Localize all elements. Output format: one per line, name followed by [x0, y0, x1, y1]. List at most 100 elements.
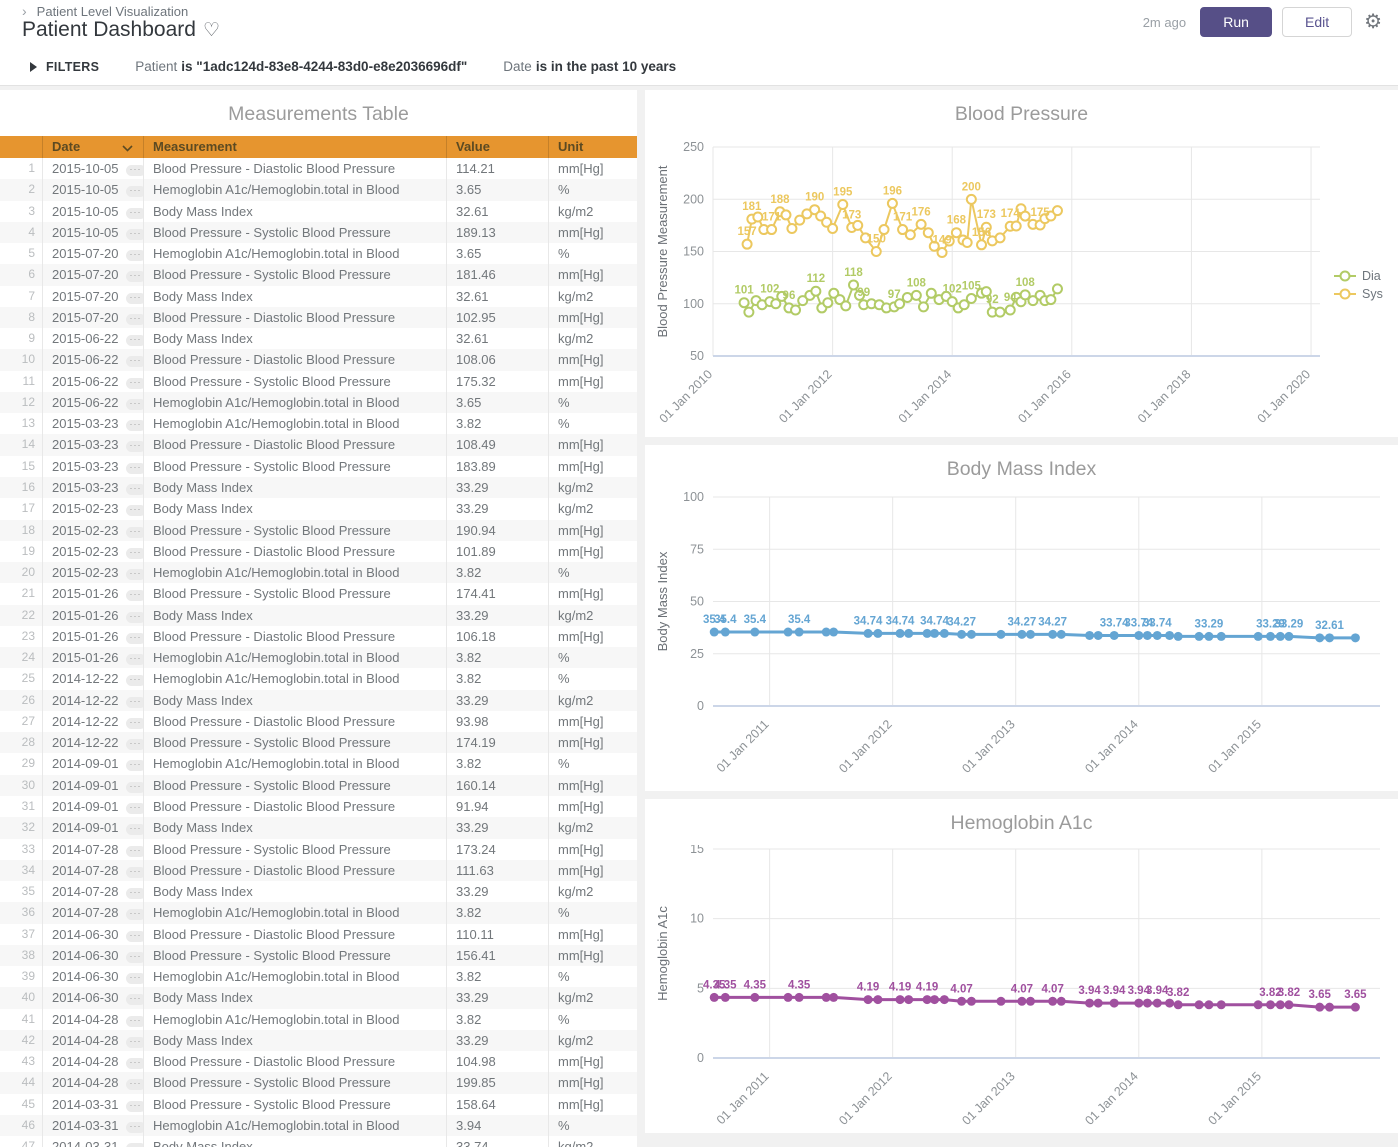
row-menu-button[interactable]: ···: [125, 547, 143, 559]
cell-value: 33.29: [446, 881, 548, 903]
row-menu-button[interactable]: ···: [125, 1015, 143, 1027]
cell-unit: kg/m2: [548, 498, 637, 520]
row-menu-button[interactable]: ···: [125, 611, 143, 623]
cell-measurement: Hemoglobin A1c/Hemoglobin.total in Blood: [143, 966, 446, 988]
row-menu-button[interactable]: ···: [125, 292, 143, 304]
row-menu-button[interactable]: ···: [125, 186, 143, 198]
svg-text:01 Jan 2012: 01 Jan 2012: [836, 717, 895, 776]
row-menu-button[interactable]: ···: [125, 483, 143, 495]
cell-value: 3.82: [446, 647, 548, 669]
column-header-date[interactable]: Date: [42, 136, 143, 158]
row-number: 33: [21, 841, 35, 856]
row-menu-button[interactable]: ···: [125, 420, 143, 432]
row-menu-button[interactable]: ···: [125, 505, 143, 517]
cell-measurement: Blood Pressure - Systolic Blood Pressure: [143, 583, 446, 605]
row-menu-button[interactable]: ···: [125, 165, 143, 176]
row-menu-button[interactable]: ···: [125, 951, 143, 963]
row-menu-button[interactable]: ···: [125, 250, 143, 262]
row-menu-button[interactable]: ···: [125, 1079, 143, 1091]
row-menu-button[interactable]: ···: [125, 1121, 143, 1133]
row-menu-button[interactable]: ···: [125, 207, 143, 219]
cell-date: 2014-03-31···: [42, 1114, 143, 1137]
row-menu-button[interactable]: ···: [125, 590, 143, 602]
row-menu-button[interactable]: ···: [125, 994, 143, 1006]
svg-text:35.4: 35.4: [788, 614, 811, 626]
row-menu-button[interactable]: ···: [125, 696, 143, 708]
row-menu-button[interactable]: ···: [125, 675, 143, 687]
filter-date[interactable]: Date is in the past 10 years: [503, 59, 677, 74]
row-menu-button[interactable]: ···: [125, 526, 143, 538]
cell-measurement: Hemoglobin A1c/Hemoglobin.total in Blood: [143, 562, 446, 584]
row-menu-button[interactable]: ···: [125, 632, 143, 644]
legend-item-sys[interactable]: Sys: [1334, 287, 1383, 301]
column-header-unit[interactable]: Unit: [548, 136, 637, 158]
row-number: 43: [21, 1054, 35, 1069]
row-menu-button[interactable]: ···: [125, 654, 143, 666]
row-menu-button[interactable]: ···: [125, 441, 143, 453]
legend-item-dia[interactable]: Dia: [1334, 269, 1381, 283]
row-menu-button[interactable]: ···: [125, 356, 143, 368]
cell-date: 2015-03-23 ···: [42, 413, 143, 435]
row-number: 38: [21, 947, 35, 962]
cell-measurement: Blood Pressure - Systolic Blood Pressure: [143, 264, 446, 286]
row-menu-button[interactable]: ···: [125, 313, 143, 325]
cell-unit: kg/m2: [548, 817, 637, 839]
run-button[interactable]: Run: [1200, 7, 1273, 37]
filter-patient[interactable]: Patient is "1adc124d-83e8-4244-83d0-e8e20…: [135, 59, 468, 74]
svg-text:4.19: 4.19: [889, 982, 911, 994]
row-menu-button[interactable]: ···: [125, 888, 143, 900]
cell-measurement: Body Mass Index: [143, 328, 446, 350]
cell-date: 2015-07-20 ···: [42, 243, 143, 265]
row-menu-button[interactable]: ···: [125, 781, 143, 793]
row-menu-button[interactable]: ···: [125, 1058, 143, 1070]
row-menu-button[interactable]: ···: [125, 1143, 143, 1147]
row-menu-button[interactable]: ···: [125, 824, 143, 836]
cell-measurement: Blood Pressure - Systolic Blood Pressure: [143, 519, 446, 541]
breadcrumb[interactable]: › Patient Level Visualization: [22, 3, 188, 19]
cell-date: 2015-10-05 ···: [42, 200, 143, 222]
svg-text:01 Jan 2015: 01 Jan 2015: [1205, 717, 1264, 776]
column-header-value[interactable]: Value: [446, 136, 548, 158]
row-menu-button[interactable]: ···: [125, 335, 143, 347]
row-menu-button[interactable]: ···: [125, 1036, 143, 1048]
table-row: 41 2014-04-28 ··· Hemoglobin A1c/Hemoglobin…: [0, 1008, 637, 1030]
filters-toggle[interactable]: FILTERS: [30, 60, 99, 74]
cell-unit: mm[Hg]: [548, 774, 637, 796]
svg-text:50: 50: [690, 349, 704, 363]
row-menu-button[interactable]: ···: [125, 845, 143, 857]
cell-date: 2014-12-22 ···: [42, 668, 143, 690]
row-menu-button[interactable]: ···: [125, 802, 143, 814]
row-menu-button[interactable]: ···: [125, 973, 143, 985]
cell-value: 3.82: [446, 966, 548, 988]
svg-text:Hemoglobin A1c: Hemoglobin A1c: [655, 906, 670, 1001]
row-menu-button[interactable]: ···: [125, 909, 143, 921]
edit-button[interactable]: Edit: [1282, 7, 1353, 37]
gear-icon[interactable]: ⚙: [1364, 11, 1382, 33]
cell-unit: mm[Hg]: [548, 625, 637, 648]
row-menu-button[interactable]: ···: [125, 271, 143, 283]
column-header-measurement[interactable]: Measurement: [143, 136, 446, 158]
row-menu-button[interactable]: ···: [125, 228, 143, 240]
cell-unit: %: [548, 1114, 637, 1137]
cell-measurement: Body Mass Index: [143, 689, 446, 711]
cell-value: 3.65: [446, 179, 548, 201]
row-menu-button[interactable]: ···: [125, 760, 143, 772]
cell-unit: kg/m2: [548, 328, 637, 350]
svg-text:176: 176: [912, 206, 931, 218]
row-menu-button[interactable]: ···: [125, 930, 143, 942]
svg-text:34.27: 34.27: [1038, 616, 1067, 628]
table-row: 2 2015-10-05 ··· Hemoglobin A1c/Hemoglobin.…: [0, 179, 637, 201]
cell-measurement: Blood Pressure - Diastolic Blood Pressur…: [143, 859, 446, 882]
row-menu-button[interactable]: ···: [125, 1100, 143, 1112]
breadcrumb-caret-icon: ›: [22, 3, 27, 19]
row-menu-button[interactable]: ···: [125, 866, 143, 878]
row-menu-button[interactable]: ···: [125, 569, 143, 581]
svg-text:4.35: 4.35: [703, 979, 726, 991]
row-menu-button[interactable]: ···: [125, 717, 143, 729]
row-menu-button[interactable]: ···: [125, 739, 143, 751]
row-menu-button[interactable]: ···: [125, 377, 143, 389]
row-menu-button[interactable]: ···: [125, 462, 143, 474]
favorite-heart-icon[interactable]: ♡: [202, 20, 220, 41]
row-menu-button[interactable]: ···: [125, 398, 143, 410]
cell-measurement: Blood Pressure - Diastolic Blood Pressur…: [143, 306, 446, 329]
